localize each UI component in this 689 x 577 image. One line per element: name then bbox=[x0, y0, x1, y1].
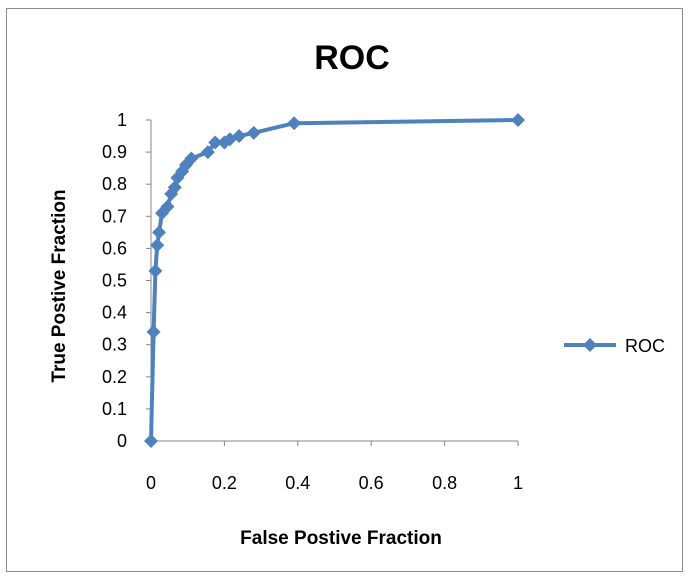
series-layer bbox=[144, 113, 525, 448]
legend: ROC bbox=[564, 336, 665, 356]
x-tick-label: 1 bbox=[513, 473, 523, 493]
y-tick-label: 0.5 bbox=[102, 271, 127, 291]
y-tick-label: 1 bbox=[117, 110, 127, 130]
data-point bbox=[200, 145, 215, 160]
axes-layer: 0 0.1 0.2 0.3 0.4 0.5 0.6 0.7 0.8 0.9 1 0 0.2 0.4 0.6 0… bbox=[102, 110, 523, 493]
x-tick-label: 0.6 bbox=[359, 473, 384, 493]
y-tick-label: 0.4 bbox=[102, 303, 127, 323]
y-tick-label: 0.3 bbox=[102, 335, 127, 355]
data-point bbox=[148, 263, 163, 278]
y-tick-label: 0.6 bbox=[102, 238, 127, 258]
y-axis-title: True Postive Fraction bbox=[49, 189, 70, 382]
roc-chart: ROC 0 0.1 0.2 0.3 0.4 0.5 0.6 0.7 0.8 0.9 1 0 0.2 0.4… bbox=[49, 39, 665, 549]
x-tick-label: 0.4 bbox=[285, 473, 310, 493]
data-point bbox=[232, 129, 247, 144]
data-point bbox=[152, 225, 167, 240]
data-point bbox=[184, 151, 199, 166]
series-line bbox=[149, 118, 519, 442]
chart-frame: ROC 0 0.1 0.2 0.3 0.4 0.5 0.6 0.7 0.8 0.9 1 0 0.2 0.4… bbox=[6, 8, 683, 572]
data-point bbox=[287, 116, 302, 131]
legend-label: ROC bbox=[625, 336, 665, 356]
x-axis-title: False Postive Fraction bbox=[240, 528, 442, 549]
data-point bbox=[150, 238, 165, 253]
y-tick-label: 0 bbox=[117, 431, 127, 451]
data-point bbox=[167, 180, 182, 195]
data-point bbox=[208, 135, 223, 150]
data-point bbox=[246, 125, 261, 140]
x-tick-label: 0 bbox=[146, 473, 156, 493]
y-tick-label: 0.9 bbox=[102, 142, 127, 162]
data-point bbox=[160, 199, 175, 214]
chart-title: ROC bbox=[314, 39, 390, 77]
legend-marker-diamond bbox=[583, 338, 597, 352]
data-point bbox=[144, 434, 158, 448]
y-tick-label: 0.8 bbox=[102, 174, 127, 194]
y-tick-label: 0.7 bbox=[102, 206, 127, 226]
y-tick-label: 0.2 bbox=[102, 367, 127, 387]
data-point bbox=[146, 324, 161, 339]
x-tick-label: 0.2 bbox=[212, 473, 237, 493]
data-point bbox=[511, 113, 525, 127]
x-tick-label: 0.8 bbox=[432, 473, 457, 493]
y-tick-label: 0.1 bbox=[102, 399, 127, 419]
